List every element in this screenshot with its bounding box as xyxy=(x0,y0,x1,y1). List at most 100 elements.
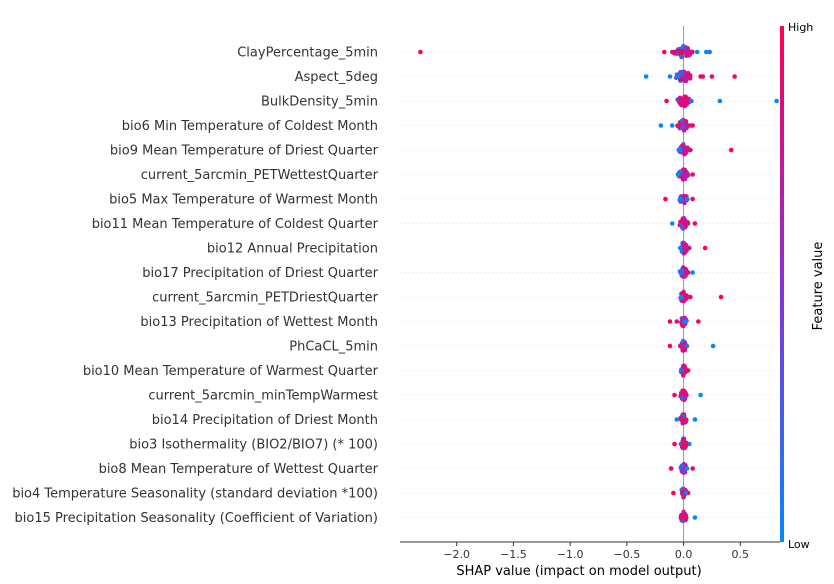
shap-point xyxy=(692,221,698,226)
shap-point xyxy=(689,98,694,104)
feature-label: bio13 Precipitation of Wettest Month xyxy=(140,315,378,330)
shap-point xyxy=(679,270,684,275)
shap-point xyxy=(685,270,691,275)
shap-point xyxy=(717,98,723,104)
shap-point xyxy=(681,220,686,226)
shap-point xyxy=(686,173,691,178)
shap-point xyxy=(681,494,686,500)
shap-point xyxy=(682,370,687,375)
shap-point xyxy=(690,196,695,202)
shap-point xyxy=(679,294,684,300)
feature-label: bio5 Max Temperature of Warmest Month xyxy=(109,193,378,208)
shap-point xyxy=(690,172,695,177)
feature-label: Aspect_5deg xyxy=(295,70,378,85)
shap-point xyxy=(669,49,675,55)
shap-point xyxy=(667,343,673,349)
feature-label: bio6 Min Temperature of Coldest Month xyxy=(122,119,378,134)
shap-point xyxy=(679,463,685,468)
colorbar-gradient xyxy=(780,26,784,542)
x-tick-label: −0.5 xyxy=(614,548,641,561)
shap-point xyxy=(681,436,687,441)
shap-point xyxy=(684,196,690,202)
shap-point xyxy=(675,172,681,177)
shap-points xyxy=(418,43,779,524)
shap-point xyxy=(700,74,706,79)
feature-label: current_5arcmin_PETWettestQuarter xyxy=(141,168,379,183)
shap-point xyxy=(683,441,689,447)
feature-label: bio11 Mean Temperature of Coldest Quarte… xyxy=(92,217,379,232)
feature-labels: ClayPercentage_5min Aspect_5deg BulkDensit… xyxy=(12,46,378,527)
shap-point xyxy=(698,392,703,398)
feature-label: bio14 Precipitation of Driest Month xyxy=(152,413,378,428)
x-tick-label: −1.5 xyxy=(500,548,527,561)
shap-point xyxy=(718,294,724,300)
shap-point xyxy=(681,323,686,329)
feature-label: current_5arcmin_PETDriestQuarter xyxy=(152,291,379,306)
shap-point xyxy=(686,245,692,251)
x-tick-label: 0.0 xyxy=(675,548,693,561)
shap-point xyxy=(677,343,683,349)
shap-point xyxy=(680,395,685,401)
shap-point xyxy=(683,148,689,153)
shap-point xyxy=(679,198,684,204)
shap-point xyxy=(709,74,715,79)
shap-point xyxy=(661,49,667,55)
shap-point xyxy=(685,221,691,226)
shap-point xyxy=(683,417,689,422)
shap-point xyxy=(678,415,683,421)
shap-point xyxy=(677,147,683,153)
feature-label: bio3 Isothermality (BIO2/BIO7) (* 100) xyxy=(129,438,378,453)
shap-point xyxy=(683,515,689,520)
shap-point xyxy=(686,441,692,447)
shap-point xyxy=(710,343,716,349)
shap-point xyxy=(707,49,712,55)
shap-point xyxy=(669,221,675,226)
shap-point xyxy=(732,74,737,79)
x-axis: −2.0 −1.5 −1.0 −0.5 0.0 0.5 xyxy=(400,541,780,561)
shap-point xyxy=(702,245,708,251)
shap-point xyxy=(675,123,680,129)
shap-point xyxy=(688,147,693,153)
shap-point xyxy=(703,49,709,55)
feature-label: bio15 Precipitation Seasonality (Coeffic… xyxy=(15,511,378,526)
shap-point xyxy=(663,196,668,202)
shap-point xyxy=(658,123,664,128)
shap-point xyxy=(682,248,688,253)
colorbar-low-label: Low xyxy=(788,538,810,551)
feature-label: bio10 Mean Temperature of Warmest Quarte… xyxy=(83,364,379,379)
shap-point xyxy=(683,490,689,496)
x-tick-label: −2.0 xyxy=(443,548,470,561)
shap-point xyxy=(774,98,779,104)
shap-point xyxy=(680,388,685,393)
x-axis-title: SHAP value (impact on model output) xyxy=(456,564,701,579)
colorbar-title: Feature value xyxy=(811,242,826,331)
row-gridlines xyxy=(400,51,780,518)
feature-label: BulkDensity_5min xyxy=(261,95,378,110)
shap-point xyxy=(678,169,683,174)
shap-point xyxy=(679,368,684,373)
shap-point xyxy=(667,319,673,324)
shap-point xyxy=(672,392,677,398)
shap-point xyxy=(682,273,687,279)
shap-point xyxy=(685,368,691,373)
shap-point xyxy=(672,441,677,447)
shap-point xyxy=(728,147,734,153)
shap-point xyxy=(674,417,680,422)
shap-point xyxy=(692,515,698,520)
shap-point xyxy=(692,417,698,422)
shap-point xyxy=(690,50,695,55)
shap-point xyxy=(684,466,690,471)
feature-label: PhCaCL_5min xyxy=(289,340,378,355)
feature-label: current_5arcmin_minTempWarmest xyxy=(148,389,378,404)
shap-point xyxy=(664,98,669,104)
shap-point xyxy=(680,518,686,524)
shap-point xyxy=(690,270,695,275)
shap-point xyxy=(683,319,689,324)
feature-label: ClayPercentage_5min xyxy=(237,46,378,61)
feature-label: bio4 Temperature Seasonality (standard d… xyxy=(12,487,378,502)
shap-point xyxy=(688,123,693,128)
shap-point xyxy=(681,121,686,126)
shap-point xyxy=(679,48,685,54)
shap-point xyxy=(669,123,675,128)
shap-point xyxy=(682,167,688,173)
